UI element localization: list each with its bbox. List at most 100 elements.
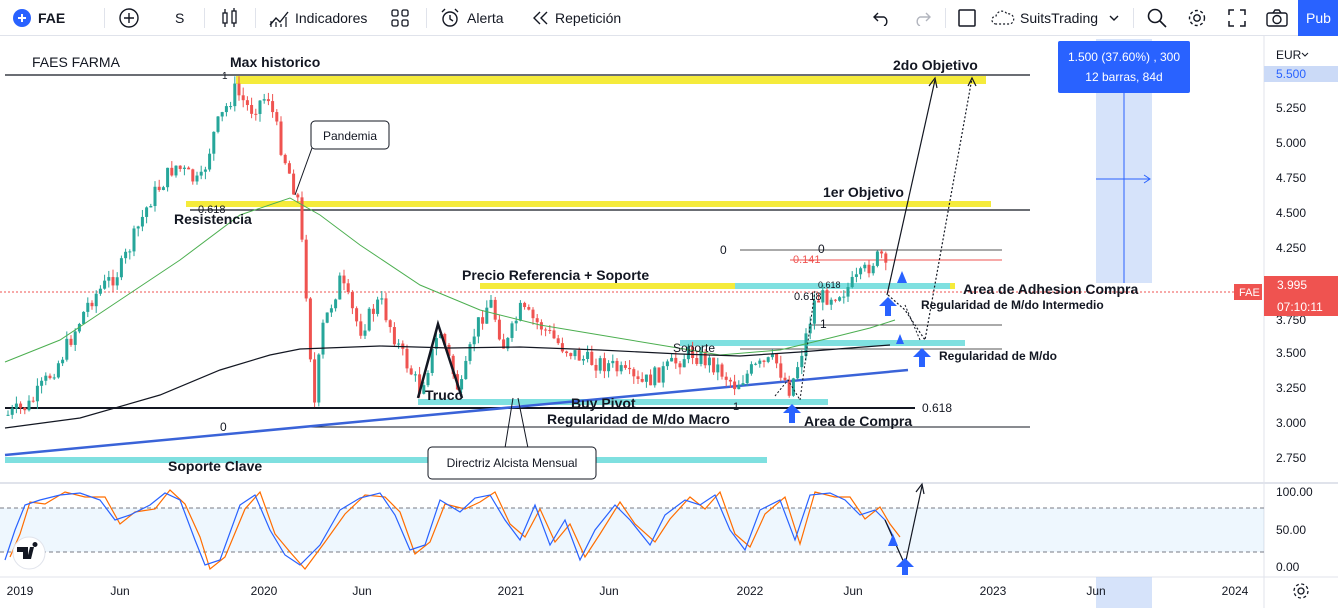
label-fib-0618-mid: 0.618: [818, 280, 841, 290]
price-axis-label: 4.750: [1276, 171, 1306, 185]
candle-body: [867, 264, 871, 274]
candle-body: [241, 95, 245, 101]
candle-body: [523, 302, 527, 308]
osc-band: [0, 508, 1264, 552]
candle-body: [678, 363, 682, 368]
candle-body: [329, 308, 333, 313]
candle-body: [170, 167, 174, 176]
candle-body: [384, 298, 388, 321]
candle-body: [48, 375, 52, 379]
publish-button[interactable]: Pub: [1298, 0, 1338, 36]
candle-body: [829, 299, 833, 305]
time-axis[interactable]: 2019 Jun 2020 Jun 2021 Jun 2022 Jun 2023 Jun 2024: [7, 584, 1249, 598]
label-fib-0618: 0.618: [794, 291, 822, 303]
label-fib-0-right: 0: [818, 242, 825, 256]
candle-body: [720, 364, 724, 377]
candle-body: [140, 216, 144, 227]
price-axis-label: 2.750: [1276, 451, 1306, 465]
label-reg-md: Regularidad de M/do: [939, 349, 1057, 363]
layout-name-button[interactable]: SuitsTrading: [990, 0, 1120, 35]
candle-body: [31, 400, 35, 402]
candle-body: [61, 359, 65, 364]
candle-body: [590, 351, 594, 365]
chevron-down-icon: [1301, 52, 1309, 57]
candle-body: [527, 307, 531, 310]
candle-body: [552, 330, 556, 339]
candle-body: [216, 116, 220, 132]
price-axis-label: 3.250: [1276, 381, 1306, 395]
templates-button[interactable]: [390, 0, 410, 35]
indicators-button[interactable]: Indicadores: [268, 0, 367, 35]
candle-body: [602, 358, 606, 372]
label-soporte: Soporte: [673, 341, 715, 355]
price-candles: [6, 76, 888, 419]
candle-body: [321, 322, 325, 355]
settings-button[interactable]: [1186, 0, 1208, 35]
candle-body: [367, 308, 371, 331]
redo-button[interactable]: [913, 0, 931, 35]
alert-label: Alerta: [467, 9, 504, 26]
redo-icon: [916, 12, 931, 26]
chart-type-button[interactable]: [220, 0, 240, 35]
layout-square-icon: [958, 8, 976, 27]
candle-body: [842, 296, 846, 298]
candle-body: [510, 323, 514, 338]
price-axis[interactable]: 5.250 5.000 4.750 4.500 4.250 3.750 3.500 3.250…: [1276, 101, 1306, 465]
candle-body: [371, 308, 375, 314]
candle-body: [628, 367, 632, 370]
templates-icon: [391, 8, 409, 27]
candle-body: [569, 353, 573, 357]
replay-icon: [533, 11, 548, 24]
candle-body: [178, 165, 182, 169]
label-area-compra: Area de Compra: [804, 413, 912, 429]
compare-button[interactable]: [118, 0, 140, 35]
candle-body: [686, 346, 690, 360]
alarm-clock-icon: [441, 8, 459, 27]
candle-body: [451, 355, 455, 375]
chart-title: FAES FARMA: [32, 54, 121, 70]
time-axis-label: Jun: [1086, 584, 1105, 598]
candle-body: [195, 175, 199, 182]
candle-body: [182, 167, 186, 169]
candle-body: [363, 330, 367, 336]
candle-body: [44, 375, 48, 381]
candle-body: [94, 293, 98, 307]
replay-button[interactable]: Repetición: [531, 0, 621, 35]
gear-icon[interactable]: [1293, 583, 1309, 599]
search-button[interactable]: [1146, 0, 1168, 35]
candle-body: [472, 336, 476, 345]
replay-label: Repetición: [555, 9, 622, 26]
layout-button[interactable]: [957, 0, 977, 35]
callout-directriz-text: Directriz Alcista Mensual: [447, 456, 578, 470]
currency-label[interactable]: EUR: [1276, 48, 1302, 62]
candle-body: [229, 106, 233, 108]
tradingview-logo-icon[interactable]: [12, 536, 46, 570]
price-axis-label: 3.750: [1276, 313, 1306, 327]
chart-canvas[interactable]: 5.250 5.000 4.750 4.500 4.250 3.750 3.500 3.250…: [0, 36, 1338, 608]
candle-body: [82, 311, 86, 324]
alert-button[interactable]: Alerta: [439, 0, 504, 35]
price-axis-label: 5.250: [1276, 101, 1306, 115]
ma-black-line: [4, 344, 891, 429]
symbol-search-button[interactable]: FAE: [12, 0, 65, 35]
snapshot-button[interactable]: [1265, 0, 1289, 35]
candle-body: [262, 99, 266, 101]
candle-body: [245, 100, 249, 106]
fullscreen-button[interactable]: [1227, 0, 1247, 35]
label-max-historico: Max historico: [230, 54, 320, 70]
candle-body: [581, 358, 585, 361]
candle-body: [497, 319, 501, 340]
candle-body: [187, 167, 191, 170]
candle-body: [665, 361, 669, 367]
candle-body: [346, 283, 350, 293]
zone-soporte: [680, 340, 965, 346]
interval-button[interactable]: S: [175, 0, 184, 35]
candle-body: [98, 288, 102, 294]
candle-body: [632, 369, 636, 377]
chart-area[interactable]: 5.250 5.000 4.750 4.500 4.250 3.750 3.500 3.250…: [0, 36, 1338, 608]
label-reg-intermedio: Regularidad de M/do Intermedio: [921, 298, 1104, 312]
candle-body: [817, 300, 821, 303]
publish-label: Pub: [1306, 10, 1331, 26]
undo-button[interactable]: [873, 0, 891, 35]
osc-axis[interactable]: 100.00 50.00 0.00: [1276, 485, 1313, 574]
